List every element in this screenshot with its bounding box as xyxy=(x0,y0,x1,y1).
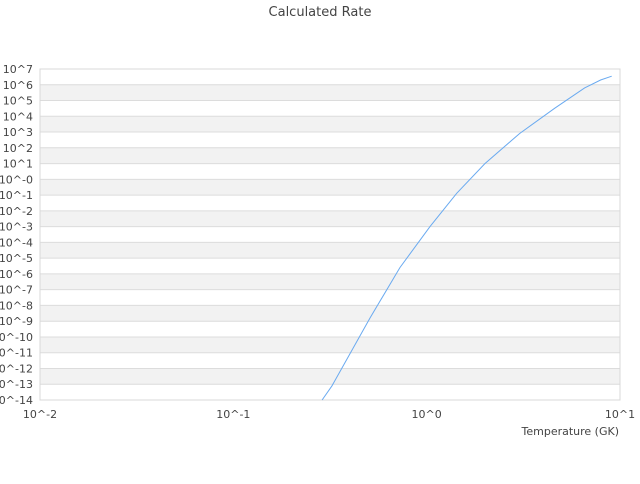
y-tick-label: 10^7 xyxy=(3,63,33,76)
y-tick-label: 10^4 xyxy=(3,110,33,123)
series-group xyxy=(321,75,612,401)
plot-band xyxy=(40,336,620,353)
plot-band xyxy=(40,210,620,227)
x-axis-ticks: 10^-2 10^-1 10^0 10^1 xyxy=(23,408,635,421)
y-tick-label: 10^-13 xyxy=(0,378,33,391)
y-tick-label: 10^-2 xyxy=(0,205,33,218)
chart-title: Calculated Rate xyxy=(269,5,372,20)
y-tick-label: 10^-14 xyxy=(0,394,33,407)
y-tick-label: 10^-12 xyxy=(0,362,33,375)
y-tick-label: 10^-6 xyxy=(0,268,33,281)
plot-band xyxy=(40,147,620,164)
y-tick-label: 10^2 xyxy=(3,142,33,155)
x-tick-label: 10^-2 xyxy=(23,408,57,421)
plot-band xyxy=(40,84,620,101)
plot-band xyxy=(40,368,620,385)
plot-frame xyxy=(39,68,621,401)
y-tick-label: 10^-10 xyxy=(0,331,33,344)
y-tick-label: 10^-11 xyxy=(0,347,33,360)
y-tick-label: 10^-9 xyxy=(0,315,33,328)
y-tick-label: 10^-5 xyxy=(0,252,33,265)
plot-band xyxy=(40,273,620,290)
y-tick-label: 10^3 xyxy=(3,126,33,139)
plot-band xyxy=(40,305,620,322)
x-tick-label: 10^1 xyxy=(605,408,635,421)
plot-band xyxy=(40,116,620,133)
x-axis-label: Temperature (GK) xyxy=(521,425,620,438)
y-tick-label: 10^-7 xyxy=(0,284,33,297)
x-tick-label: 10^-1 xyxy=(216,408,250,421)
y-tick-label: 10^-4 xyxy=(0,236,33,249)
y-tick-label: 10^5 xyxy=(3,95,33,108)
plot-band xyxy=(40,179,620,196)
y-tick-label: 10^-1 xyxy=(0,189,33,202)
plot-band xyxy=(40,242,620,259)
series-line xyxy=(321,75,612,401)
y-axis-ticks: 10^7 10^6 10^5 10^4 10^3 10^2 10^1 10^-0 10^-1 10… xyxy=(0,63,33,407)
y-tick-label: 10^-0 xyxy=(0,173,33,186)
y-tick-label: 10^1 xyxy=(3,158,33,171)
y-tick-label: 10^-3 xyxy=(0,221,33,234)
y-tick-label: 10^-8 xyxy=(0,299,33,312)
plot-bands xyxy=(40,84,620,385)
y-tick-label: 10^6 xyxy=(3,79,33,92)
x-tick-label: 10^0 xyxy=(412,408,442,421)
